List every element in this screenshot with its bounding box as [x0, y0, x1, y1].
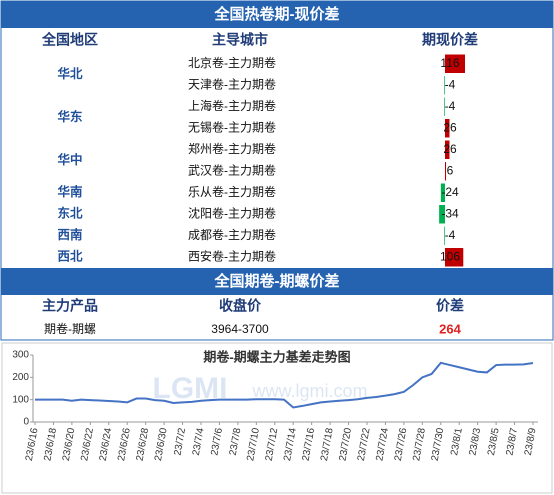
- data-bar: [444, 97, 445, 116]
- table-title: 全国热卷期-现价差: [214, 5, 340, 23]
- x-tick-label: 23/8/9: [523, 427, 539, 457]
- data-bar: [444, 76, 445, 95]
- region: 华北: [57, 66, 83, 81]
- value: 26: [443, 142, 457, 156]
- region: 西北: [57, 249, 83, 264]
- city: 沈阳卷-主力期卷: [188, 205, 276, 220]
- value: -34: [441, 206, 459, 220]
- x-tick-label: 23/8/3: [468, 427, 484, 457]
- city: 西安卷-主力期卷: [188, 248, 276, 263]
- x-tick-label: 23/8/1: [449, 427, 465, 457]
- city: 乐从卷-主力期卷: [188, 184, 276, 199]
- region: 华南: [57, 184, 83, 199]
- value: 106: [440, 249, 460, 263]
- column-header: 收盘价: [219, 298, 262, 314]
- y-tick-label: 300: [12, 350, 29, 361]
- column-header: 期现价差: [422, 32, 478, 48]
- x-tick-label: 23/8/7: [504, 427, 520, 457]
- region: 华中: [57, 152, 82, 167]
- chart-frame: [1, 342, 553, 494]
- data-bar: [445, 54, 465, 73]
- column-header: 全国地区: [41, 32, 98, 48]
- value: 6: [447, 163, 454, 177]
- x-tick-label: 23/7/4: [191, 427, 207, 457]
- city: 北京卷-主力期卷: [188, 55, 276, 70]
- data-bar: [445, 162, 447, 181]
- data-bar: [445, 248, 464, 267]
- chart-title: 期卷-期螺主力基差走势图: [203, 349, 350, 364]
- y-tick-label: 100: [12, 394, 29, 405]
- cell: 3964-3700: [211, 322, 269, 336]
- city: 成都卷-主力期卷: [188, 227, 276, 242]
- x-tick-label: 23/7/6: [209, 427, 225, 457]
- column-header: 主导城市: [212, 32, 268, 48]
- city: 无锡卷-主力期卷: [188, 119, 276, 134]
- column-header: 主力产品: [42, 298, 98, 314]
- value: -4: [445, 77, 456, 91]
- value: -4: [445, 99, 456, 113]
- cell: 264: [439, 321, 461, 336]
- city: 郑州卷-主力期卷: [188, 141, 276, 156]
- value: -4: [445, 228, 456, 242]
- x-tick-label: 23/8/5: [486, 427, 502, 457]
- city: 武汉卷-主力期卷: [188, 162, 276, 177]
- city: 天津卷-主力期卷: [188, 76, 276, 91]
- region: 西南: [57, 227, 83, 242]
- value: 26: [443, 120, 457, 134]
- y-tick-label: 200: [12, 372, 29, 383]
- y-tick-label: 0: [23, 417, 29, 428]
- cell: 期卷-期螺: [44, 321, 96, 336]
- value: 116: [440, 56, 459, 70]
- table-title: 全国期卷-期螺价差: [214, 272, 340, 290]
- line-series: [35, 361, 534, 409]
- column-header: 价差: [436, 298, 464, 314]
- data-bar: [439, 205, 445, 224]
- data-bar: [440, 183, 445, 202]
- header-bar: [1, 1, 553, 28]
- x-tick-label: 23/7/2: [172, 427, 188, 457]
- region: 东北: [57, 206, 83, 221]
- data-bar: [445, 119, 450, 138]
- data-bar: [444, 226, 445, 245]
- data-bar: [445, 140, 450, 159]
- city: 上海卷-主力期卷: [188, 98, 276, 113]
- watermark: www.lgmi.com: [251, 381, 367, 401]
- x-tick-label: 23/7/8: [228, 427, 244, 457]
- value: -24: [441, 185, 459, 199]
- region: 华东: [57, 109, 83, 124]
- header-bar: [1, 268, 553, 295]
